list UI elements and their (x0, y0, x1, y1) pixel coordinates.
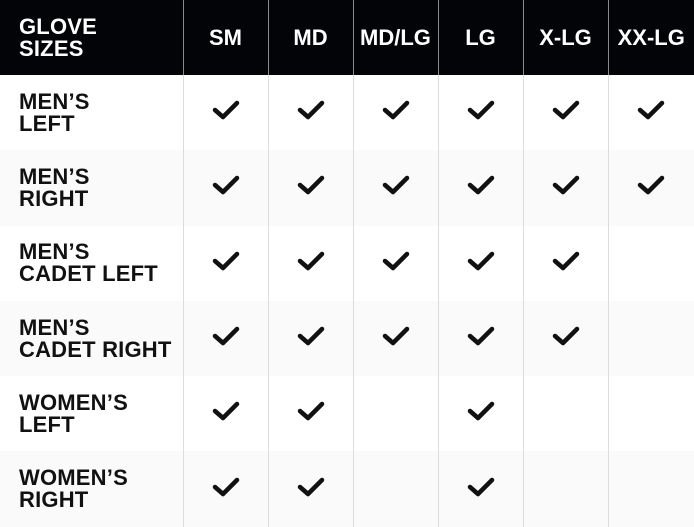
checkmark-icon (637, 100, 665, 124)
cell-xx-lg (607, 376, 694, 452)
cell-lg (437, 376, 523, 452)
cell-md-lg (352, 451, 438, 527)
checkmark-icon (382, 176, 410, 199)
checkmark-icon (467, 402, 495, 425)
cell-x-lg (522, 225, 608, 301)
table-row: WOMEN’S LEFT (0, 376, 694, 452)
row-label-text: MEN’S RIGHT (19, 163, 90, 211)
cell-x-lg (522, 451, 608, 527)
cell-sm (182, 75, 268, 151)
cell-xx-lg (607, 451, 694, 527)
cell-md (267, 376, 353, 452)
table-row: MEN’S CADET LEFT (0, 225, 694, 301)
checkmark-icon (212, 176, 240, 199)
cell-md (267, 225, 353, 301)
cell-md-lg (352, 300, 438, 377)
checkmark-icon (297, 326, 325, 350)
cell-sm (182, 150, 268, 226)
corner-label: GLOVE SIZES (0, 0, 183, 75)
table-row: MEN’S RIGHT (0, 150, 694, 226)
column-header-md-lg: MD/LG (352, 0, 438, 75)
row-label: MEN’S CADET LEFT (0, 226, 183, 301)
cell-md (267, 300, 353, 377)
checkmark-icon (297, 402, 325, 425)
cell-lg (437, 75, 523, 151)
row-label-text: WOMEN’S LEFT (19, 389, 128, 437)
cell-xx-lg (607, 150, 694, 226)
checkmark-icon (212, 251, 240, 275)
checkmark-icon (467, 100, 495, 124)
checkmark-icon (212, 402, 240, 425)
cell-md-lg (352, 376, 438, 452)
checkmark-icon (212, 100, 240, 124)
row-label: WOMEN’S RIGHT (0, 451, 183, 526)
cell-md-lg (352, 150, 438, 226)
checkmark-icon (382, 251, 410, 275)
table-row: MEN’S LEFT (0, 75, 694, 151)
column-header-sm: SM (182, 0, 268, 75)
column-header-lg: LG (437, 0, 523, 75)
checkmark-icon (382, 326, 410, 350)
checkmark-icon (552, 100, 580, 124)
cell-md (267, 150, 353, 226)
cell-md-lg (352, 225, 438, 301)
cell-x-lg (522, 300, 608, 377)
cell-lg (437, 150, 523, 226)
cell-sm (182, 225, 268, 301)
cell-x-lg (522, 376, 608, 452)
row-label: WOMEN’S LEFT (0, 376, 183, 451)
checkmark-icon (297, 176, 325, 199)
cell-md (267, 75, 353, 151)
cell-md (267, 451, 353, 527)
checkmark-icon (382, 100, 410, 124)
column-header-x-lg: X-LG (522, 0, 608, 75)
checkmark-icon (467, 326, 495, 350)
checkmark-icon (212, 326, 240, 350)
cell-x-lg (522, 150, 608, 226)
checkmark-icon (552, 251, 580, 275)
table-body: MEN’S LEFT MEN’S RIGHT MEN’S CADET LEFT MEN… (0, 75, 694, 527)
column-header-md: MD (267, 0, 353, 75)
checkmark-icon (467, 477, 495, 501)
row-label-text: MEN’S CADET LEFT (19, 239, 158, 287)
cell-md-lg (352, 75, 438, 151)
checkmark-icon (297, 477, 325, 501)
row-label: MEN’S LEFT (0, 75, 183, 150)
cell-sm (182, 451, 268, 527)
checkmark-icon (637, 176, 665, 199)
cell-xx-lg (607, 75, 694, 151)
checkmark-icon (297, 100, 325, 124)
checkmark-icon (552, 326, 580, 350)
header-row: GLOVE SIZES SM MD MD/LG LG X-LG XX-LG (0, 0, 694, 75)
row-label: MEN’S CADET RIGHT (0, 301, 183, 376)
cell-x-lg (522, 75, 608, 151)
row-label-text: WOMEN’S RIGHT (19, 465, 128, 513)
cell-lg (437, 300, 523, 377)
column-header-xx-lg: XX-LG (607, 0, 694, 75)
checkmark-icon (467, 176, 495, 199)
checkmark-icon (212, 477, 240, 501)
row-label-text: MEN’S CADET RIGHT (19, 314, 172, 362)
cell-xx-lg (607, 225, 694, 301)
table-row: WOMEN’S RIGHT (0, 451, 694, 527)
row-label-text: MEN’S LEFT (19, 88, 90, 136)
table-row: MEN’S CADET RIGHT (0, 300, 694, 377)
cell-lg (437, 225, 523, 301)
checkmark-icon (552, 176, 580, 199)
cell-sm (182, 376, 268, 452)
checkmark-icon (467, 251, 495, 275)
row-label: MEN’S RIGHT (0, 150, 183, 225)
cell-xx-lg (607, 300, 694, 377)
cell-sm (182, 300, 268, 377)
cell-lg (437, 451, 523, 527)
checkmark-icon (297, 251, 325, 275)
corner-label-text: GLOVE SIZES (19, 13, 98, 61)
